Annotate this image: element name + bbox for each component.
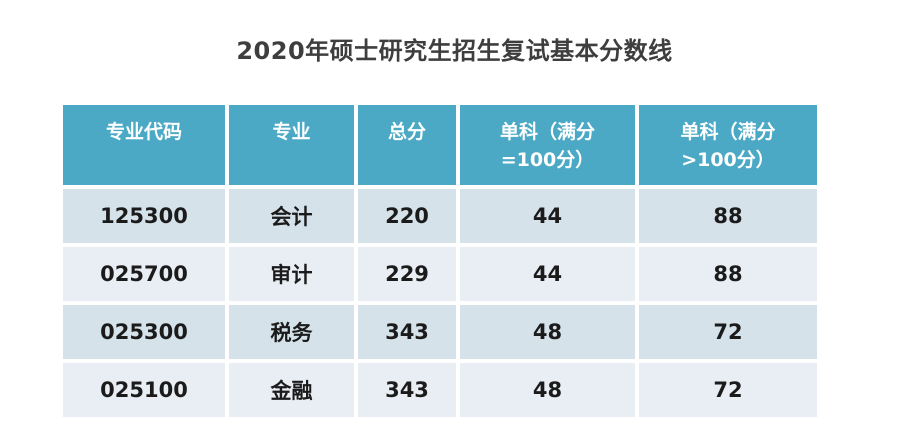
header-cell-major-code: 专业代码 [63,105,225,185]
cell-total: 229 [358,247,456,301]
cell-single-100: 48 [460,363,635,417]
cell-code: 125300 [63,189,225,243]
cell-major: 审计 [229,247,354,301]
cell-total: 343 [358,363,456,417]
cell-total: 343 [358,305,456,359]
cell-single-100: 48 [460,305,635,359]
cell-code: 025300 [63,305,225,359]
cell-single-over-100: 88 [639,247,817,301]
cell-code: 025100 [63,363,225,417]
header-cell-total-score: 总分 [358,105,456,185]
cell-single-over-100: 72 [639,363,817,417]
cell-single-100: 44 [460,247,635,301]
header-cell-major: 专业 [229,105,354,185]
header-cell-single-subject-over-100: 单科（满分 >100分） [639,105,817,185]
cell-single-100: 44 [460,189,635,243]
cell-major: 税务 [229,305,354,359]
cell-total: 220 [358,189,456,243]
header-cell-single-subject-100: 单科（满分 =100分） [460,105,635,185]
score-table: 专业代码 专业 总分 单科（满分 =100分） 单科（满分 >100分） 125… [63,105,817,417]
cell-single-over-100: 88 [639,189,817,243]
cell-single-over-100: 72 [639,305,817,359]
cell-major: 会计 [229,189,354,243]
page-title: 2020年硕士研究生招生复试基本分数线 [236,37,673,65]
cell-code: 025700 [63,247,225,301]
cell-major: 金融 [229,363,354,417]
